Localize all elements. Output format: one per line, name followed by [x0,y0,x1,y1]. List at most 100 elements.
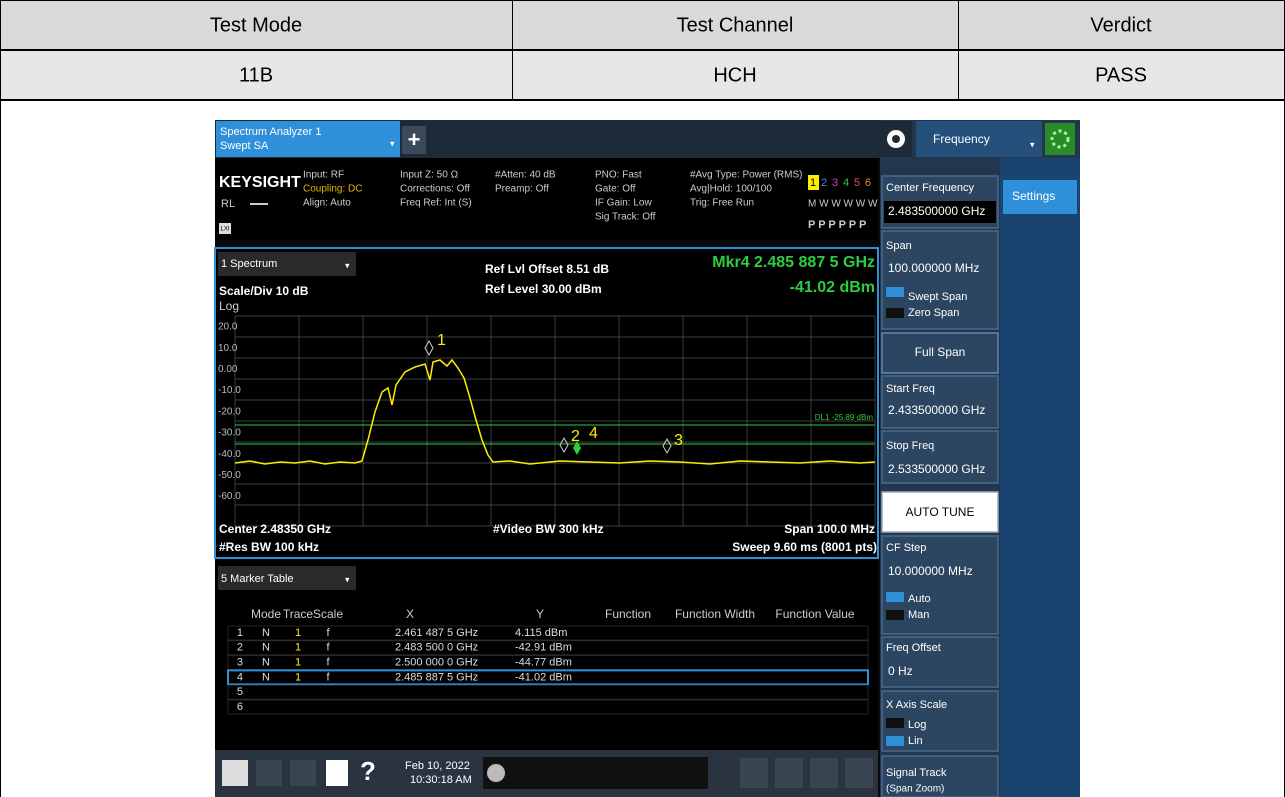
y-axis-label: 10.0 [218,343,238,354]
rl-label: RL [221,198,235,210]
label: 0 Hz [888,664,913,678]
marker-cell: N [262,671,270,683]
tab-title: Spectrum Analyzer 1 [220,126,322,138]
header-cell: Test Mode [210,14,302,36]
time: 10:30:18 AM [410,774,472,786]
marker-cell: -41.02 dBm [515,671,572,683]
settings-column [1000,158,1080,797]
toggle [886,592,904,602]
table-cell: 11B [239,64,273,86]
window-label: 1 Spectrum [221,258,277,270]
status-text: #Avg Type: Power (RMS) [690,170,802,181]
label: Stop Freq [886,440,934,452]
label: Log [908,719,926,731]
tab-subtitle: Swept SA [220,140,269,152]
marker-cell: 2 [237,642,243,654]
status-text: Coupling: DC [303,184,362,195]
trace-types: M W W W W W [808,199,878,210]
label: Zero Span [908,307,959,319]
status-text: Avg|Hold: 100/100 [690,184,772,195]
ref-level: Ref Level 30.00 dBm [485,282,602,296]
marker-cell: 2.483 500 0 GHz [395,642,478,654]
page: ▾ ▾ ▾ ▾ [0,0,1285,797]
trace-number: 2 [821,177,827,189]
trace-number: 3 [832,177,838,189]
column-header: Function Width [675,607,755,621]
y-axis-label: -30.0 [218,428,241,439]
label: Signal Track [886,767,947,779]
tool-button[interactable] [740,758,768,788]
column-header: Y [536,607,544,621]
add-button-label: + [408,127,421,152]
marker-cell: 4.115 dBm [515,627,567,639]
windows-button[interactable] [222,760,248,786]
detectors: P P P P P P [808,219,866,231]
status-text: Align: Auto [303,198,351,209]
label: (Span Zoom) [886,784,944,795]
ref-offset: Ref Lvl Offset 8.51 dB [485,262,609,276]
label[interactable]: AUTO TUNE [906,505,975,519]
label: 2.433500000 GHz [888,403,985,417]
label: CF Step [886,542,926,554]
status-text: Sig Track: Off [595,212,656,223]
status-text: PNO: Fast [595,170,642,181]
marker-cell: 1 [295,671,301,683]
settings-tab-label: Settings [1012,189,1055,203]
status-text: Input: RF [303,170,344,181]
marker-cell: 1 [295,627,301,639]
data-row [1,51,1285,100]
lxi-label: LXI [220,227,229,233]
trace-number: 1 [810,177,816,189]
toggle [886,736,904,746]
label: Span [886,240,912,252]
fullscreen-button[interactable] [845,758,873,788]
busy-icon [1045,123,1075,155]
y-axis-label: -20.0 [218,406,241,417]
column-header: Trace [283,607,314,621]
res-bw-label: #Res BW 100 kHz [219,540,319,554]
label[interactable]: Full Span [915,345,966,359]
help-button: ? [360,756,376,786]
status-text: #Atten: 40 dB [495,170,556,181]
label: Auto [908,593,931,605]
sweep-label: Sweep 9.60 ms (8001 pts) [732,540,877,554]
label: 2.483500000 GHz [888,204,985,218]
document: ▾ ▾ ▾ ▾ [0,0,1285,797]
marker-cell: 3 [237,657,243,669]
layout-button[interactable] [810,758,838,788]
status-text: Gate: Off [595,184,636,195]
marker-cell: N [262,657,270,669]
y-axis-label: -60.0 [218,491,241,502]
status-text: Freq Ref: Int (S) [400,198,472,209]
header-cell: Test Channel [677,14,794,36]
toggle [886,610,904,620]
label: 100.000000 MHz [888,261,979,275]
marker-cell: 5 [237,686,243,698]
scale-label: Scale/Div 10 dB [219,284,309,298]
label: Start Freq [886,383,935,395]
column-header: Scale [313,607,343,621]
window-label: 5 Marker Table [221,573,294,585]
redo-button[interactable] [290,760,316,786]
brand: KEYSIGHT [219,174,301,191]
label: Swept Span [908,291,967,303]
status-text: Input Z: 50 Ω [400,170,459,181]
marker-cell: 1 [295,642,301,654]
undo-button[interactable] [256,760,282,786]
trace-number: 4 [843,177,849,189]
marker-readout: Mkr4 2.485 887 5 GHz [712,254,875,271]
toggle [886,308,904,318]
marker-number: 2 [571,428,580,445]
column-header: Mode [251,607,281,621]
label: Center Frequency [886,182,975,194]
label: 2.533500000 GHz [888,462,985,476]
column-header: X [406,607,414,621]
status-text: Trig: Free Run [690,198,754,209]
file-button[interactable] [326,760,348,786]
marker-cell: 2.461 487 5 GHz [395,627,478,639]
marker-cell: -44.77 dBm [515,657,572,669]
y-axis-label: 20.0 [218,322,238,333]
header-cell: Verdict [1090,14,1152,36]
y-axis-label: 0.00 [218,364,238,375]
touch-button[interactable] [775,758,803,788]
